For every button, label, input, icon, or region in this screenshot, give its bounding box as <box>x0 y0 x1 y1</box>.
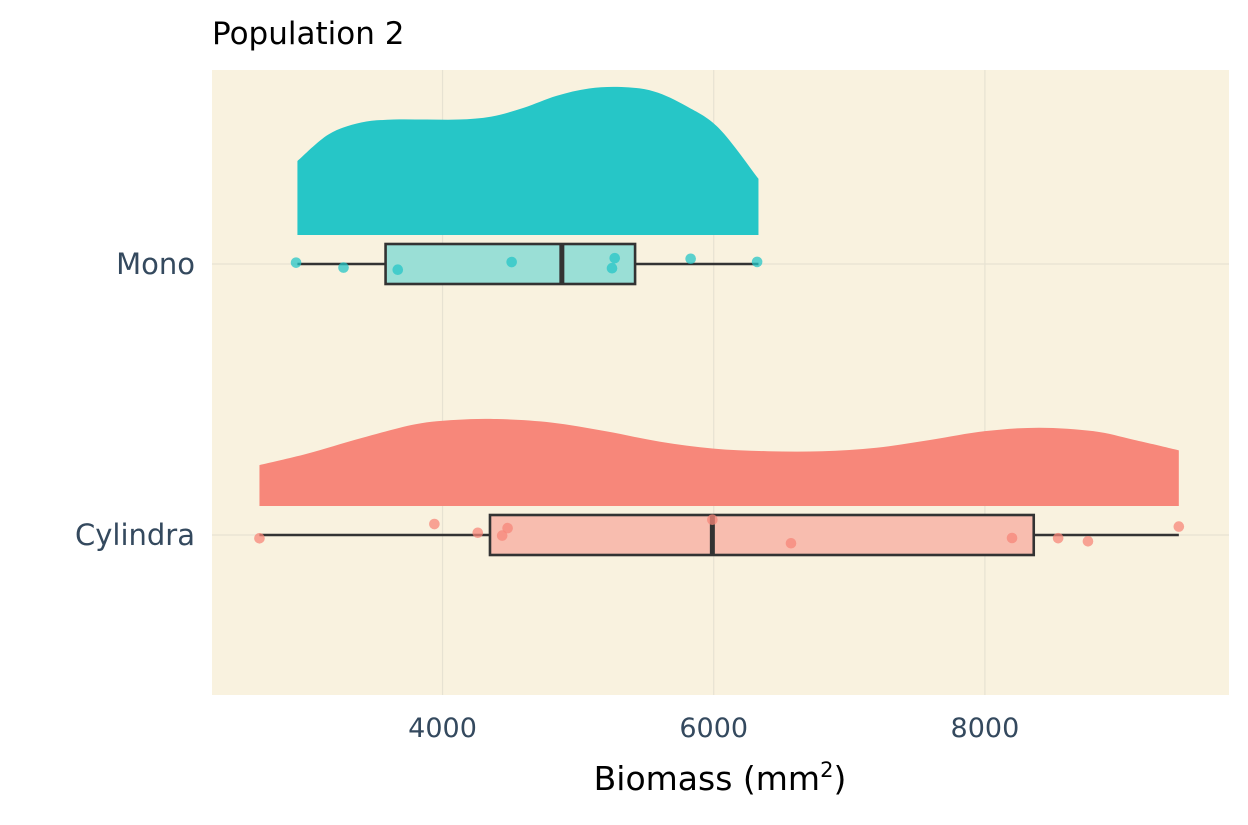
data-point-mono <box>392 264 404 276</box>
x-tick-labels: 4000 6000 8000 <box>408 713 1019 744</box>
data-point-mono <box>685 253 696 265</box>
data-point-cylindra <box>496 530 508 541</box>
x-tick-label: 6000 <box>679 713 748 744</box>
data-point-cylindra <box>1052 532 1064 544</box>
x-tick-label: 8000 <box>951 713 1020 744</box>
y-tick-labels: Mono Cylindra <box>75 247 195 552</box>
data-point-cylindra <box>785 537 797 549</box>
data-point-mono <box>506 256 517 268</box>
data-point-cylindra <box>472 527 484 539</box>
data-point-cylindra <box>502 522 513 534</box>
x-axis-title: Biomass (mm2) <box>594 758 847 798</box>
data-point-mono <box>606 262 618 274</box>
data-point-cylindra <box>429 518 440 530</box>
data-point-mono <box>338 262 349 273</box>
data-point-cylindra <box>1173 521 1185 532</box>
data-point-mono <box>609 252 621 264</box>
box-cylindra <box>488 513 1036 557</box>
data-points-layer <box>254 252 1185 549</box>
density-layer <box>259 86 1179 506</box>
x-axis-title-base: Biomass (mm <box>594 759 820 798</box>
data-point-cylindra <box>707 514 718 525</box>
x-axis-title-tail: ) <box>833 759 846 798</box>
chart-title: Population 2 <box>212 16 404 52</box>
y-tick-label-cylindra: Cylindra <box>75 518 195 552</box>
data-point-cylindra <box>254 533 265 544</box>
data-point-mono <box>751 256 763 268</box>
data-point-cylindra <box>1082 536 1094 547</box>
data-point-cylindra <box>1006 532 1018 544</box>
density-cylindra <box>259 418 1179 506</box>
y-tick-label-mono: Mono <box>116 247 195 281</box>
x-axis-title-superscript: 2 <box>820 758 833 782</box>
data-point-mono <box>290 257 302 268</box>
density-mono <box>297 86 759 235</box>
x-tick-label: 4000 <box>408 713 477 744</box>
